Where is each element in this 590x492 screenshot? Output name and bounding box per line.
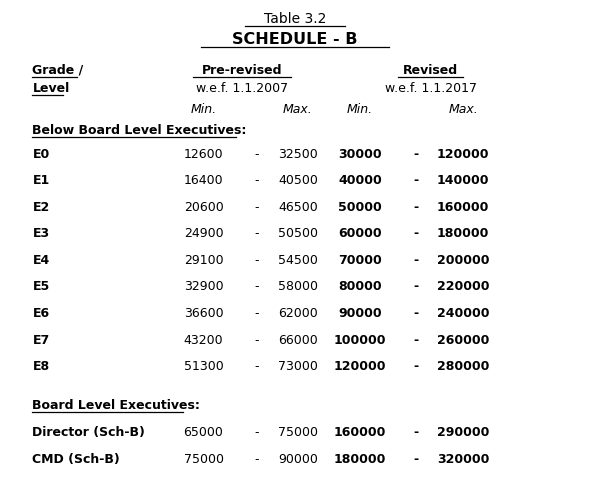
Text: 36600: 36600	[183, 307, 224, 320]
Text: CMD (Sch-B): CMD (Sch-B)	[32, 453, 120, 465]
Text: Revised: Revised	[403, 64, 458, 77]
Text: -: -	[254, 453, 259, 465]
Text: w.e.f. 1.1.2017: w.e.f. 1.1.2017	[385, 82, 477, 95]
Text: 58000: 58000	[278, 280, 318, 293]
Text: 65000: 65000	[183, 426, 224, 439]
Text: 32500: 32500	[278, 148, 318, 160]
Text: 90000: 90000	[338, 307, 382, 320]
Text: 180000: 180000	[334, 453, 386, 465]
Text: E6: E6	[32, 307, 50, 320]
Text: -: -	[414, 426, 418, 439]
Text: 62000: 62000	[278, 307, 318, 320]
Text: -: -	[254, 360, 259, 373]
Text: 100000: 100000	[334, 334, 386, 346]
Text: E5: E5	[32, 280, 50, 293]
Text: E2: E2	[32, 201, 50, 214]
Text: 60000: 60000	[338, 227, 382, 240]
Text: -: -	[254, 426, 259, 439]
Text: 46500: 46500	[278, 201, 318, 214]
Text: 320000: 320000	[437, 453, 489, 465]
Text: 260000: 260000	[437, 334, 489, 346]
Text: -: -	[414, 174, 418, 187]
Text: 54500: 54500	[278, 254, 318, 267]
Text: 180000: 180000	[437, 227, 489, 240]
Text: -: -	[254, 174, 259, 187]
Text: SCHEDULE - B: SCHEDULE - B	[232, 32, 358, 47]
Text: -: -	[414, 334, 418, 346]
Text: -: -	[414, 453, 418, 465]
Text: 20600: 20600	[183, 201, 224, 214]
Text: -: -	[254, 280, 259, 293]
Text: -: -	[414, 280, 418, 293]
Text: E7: E7	[32, 334, 50, 346]
Text: E4: E4	[32, 254, 50, 267]
Text: Min.: Min.	[191, 103, 217, 116]
Text: 220000: 220000	[437, 280, 489, 293]
Text: Level: Level	[32, 82, 70, 95]
Text: Director (Sch-B): Director (Sch-B)	[32, 426, 145, 439]
Text: 51300: 51300	[183, 360, 224, 373]
Text: Min.: Min.	[347, 103, 373, 116]
Text: 73000: 73000	[278, 360, 318, 373]
Text: 24900: 24900	[183, 227, 224, 240]
Text: 200000: 200000	[437, 254, 489, 267]
Text: 12600: 12600	[183, 148, 224, 160]
Text: 160000: 160000	[334, 426, 386, 439]
Text: -: -	[254, 307, 259, 320]
Text: 240000: 240000	[437, 307, 489, 320]
Text: 70000: 70000	[338, 254, 382, 267]
Text: E3: E3	[32, 227, 50, 240]
Text: Pre-revised: Pre-revised	[202, 64, 282, 77]
Text: -: -	[254, 201, 259, 214]
Text: 43200: 43200	[183, 334, 224, 346]
Text: 40500: 40500	[278, 174, 318, 187]
Text: 29100: 29100	[183, 254, 224, 267]
Text: -: -	[414, 307, 418, 320]
Text: 160000: 160000	[437, 201, 489, 214]
Text: w.e.f. 1.1.2007: w.e.f. 1.1.2007	[196, 82, 288, 95]
Text: -: -	[254, 148, 259, 160]
Text: -: -	[254, 334, 259, 346]
Text: 120000: 120000	[334, 360, 386, 373]
Text: Max.: Max.	[448, 103, 478, 116]
Text: Grade /: Grade /	[32, 64, 84, 77]
Text: 280000: 280000	[437, 360, 489, 373]
Text: -: -	[414, 148, 418, 160]
Text: Max.: Max.	[283, 103, 313, 116]
Text: 290000: 290000	[437, 426, 489, 439]
Text: -: -	[254, 254, 259, 267]
Text: 50000: 50000	[338, 201, 382, 214]
Text: 40000: 40000	[338, 174, 382, 187]
Text: 140000: 140000	[437, 174, 489, 187]
Text: -: -	[414, 201, 418, 214]
Text: Below Board Level Executives:: Below Board Level Executives:	[32, 124, 247, 137]
Text: 90000: 90000	[278, 453, 318, 465]
Text: E0: E0	[32, 148, 50, 160]
Text: 120000: 120000	[437, 148, 489, 160]
Text: -: -	[414, 360, 418, 373]
Text: -: -	[414, 227, 418, 240]
Text: -: -	[414, 254, 418, 267]
Text: 80000: 80000	[338, 280, 382, 293]
Text: 32900: 32900	[183, 280, 224, 293]
Text: 30000: 30000	[338, 148, 382, 160]
Text: E8: E8	[32, 360, 50, 373]
Text: E1: E1	[32, 174, 50, 187]
Text: 75000: 75000	[183, 453, 224, 465]
Text: Table 3.2: Table 3.2	[264, 12, 326, 26]
Text: 75000: 75000	[278, 426, 318, 439]
Text: 66000: 66000	[278, 334, 318, 346]
Text: 16400: 16400	[183, 174, 224, 187]
Text: Board Level Executives:: Board Level Executives:	[32, 399, 201, 412]
Text: -: -	[254, 227, 259, 240]
Text: 50500: 50500	[278, 227, 318, 240]
